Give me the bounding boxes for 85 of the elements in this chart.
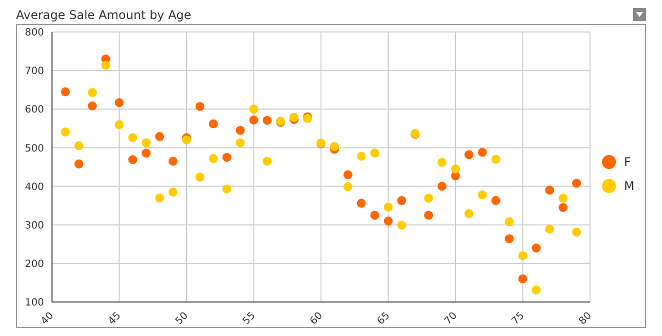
point bbox=[545, 186, 554, 195]
point bbox=[464, 150, 474, 160]
y-tick-label: 600 bbox=[24, 104, 44, 116]
point bbox=[101, 60, 110, 70]
point bbox=[572, 228, 582, 237]
point bbox=[451, 164, 460, 174]
x-tick-label: 60 bbox=[308, 310, 326, 328]
point bbox=[88, 102, 97, 111]
point bbox=[518, 274, 528, 284]
point bbox=[88, 88, 97, 98]
y-tick-label: 500 bbox=[24, 143, 44, 154]
x-tick-label: 50 bbox=[174, 310, 191, 328]
point bbox=[504, 234, 514, 244]
x-tick-label: 55 bbox=[241, 310, 258, 328]
point bbox=[236, 126, 245, 135]
point bbox=[222, 184, 232, 194]
x-tick-label: 45 bbox=[106, 310, 124, 328]
point bbox=[208, 154, 218, 164]
point bbox=[262, 116, 272, 125]
point bbox=[195, 172, 204, 182]
point bbox=[128, 133, 138, 142]
point bbox=[182, 136, 191, 144]
point bbox=[168, 188, 178, 197]
point bbox=[572, 178, 582, 188]
point bbox=[236, 138, 245, 148]
point bbox=[60, 127, 70, 136]
point bbox=[558, 203, 568, 212]
point bbox=[424, 194, 434, 203]
point bbox=[114, 98, 124, 108]
point bbox=[222, 152, 232, 162]
x-tick-label: 65 bbox=[376, 310, 392, 328]
y-tick-label: 800 bbox=[24, 28, 44, 39]
point bbox=[262, 156, 272, 166]
point bbox=[532, 286, 541, 295]
point bbox=[168, 156, 178, 166]
point bbox=[128, 155, 138, 164]
point bbox=[545, 224, 554, 234]
point bbox=[438, 158, 447, 167]
point bbox=[424, 210, 434, 220]
point bbox=[60, 87, 70, 96]
point bbox=[532, 244, 541, 252]
point bbox=[356, 198, 366, 208]
point bbox=[397, 220, 406, 230]
point bbox=[249, 104, 258, 114]
chart-title: Average Sale Amount by Age bbox=[16, 8, 192, 22]
point bbox=[290, 112, 299, 122]
point bbox=[478, 190, 487, 200]
point bbox=[370, 148, 380, 158]
point bbox=[504, 217, 514, 226]
point bbox=[208, 119, 218, 128]
point bbox=[370, 210, 380, 220]
point bbox=[478, 148, 487, 157]
point bbox=[384, 216, 393, 226]
point bbox=[74, 159, 84, 168]
point bbox=[397, 196, 406, 206]
x-tick-label: 75 bbox=[510, 310, 527, 328]
point bbox=[558, 194, 568, 203]
point bbox=[142, 138, 151, 148]
x-tick-label: 80 bbox=[577, 310, 594, 328]
point bbox=[330, 142, 339, 152]
y-tick-label: 400 bbox=[24, 182, 44, 193]
y-tick-label: 100 bbox=[24, 298, 44, 309]
point bbox=[491, 196, 500, 206]
point bbox=[74, 141, 84, 150]
point bbox=[195, 102, 204, 111]
point bbox=[142, 148, 151, 158]
point bbox=[356, 152, 366, 161]
legend-label: F bbox=[624, 155, 631, 169]
point bbox=[518, 251, 528, 260]
point bbox=[343, 170, 352, 180]
legend-label: M bbox=[624, 179, 634, 193]
point bbox=[438, 182, 447, 191]
point bbox=[155, 193, 164, 202]
point bbox=[114, 120, 124, 130]
y-tick-label: 200 bbox=[24, 258, 44, 270]
x-tick-label: 70 bbox=[442, 310, 460, 328]
point bbox=[464, 209, 474, 218]
point bbox=[491, 154, 500, 164]
point bbox=[343, 182, 352, 192]
y-tick-label: 300 bbox=[24, 220, 44, 232]
point bbox=[155, 132, 164, 142]
y-tick-label: 700 bbox=[24, 66, 44, 78]
x-tick-label: 40 bbox=[39, 310, 56, 328]
point bbox=[249, 115, 258, 124]
point bbox=[384, 202, 393, 212]
